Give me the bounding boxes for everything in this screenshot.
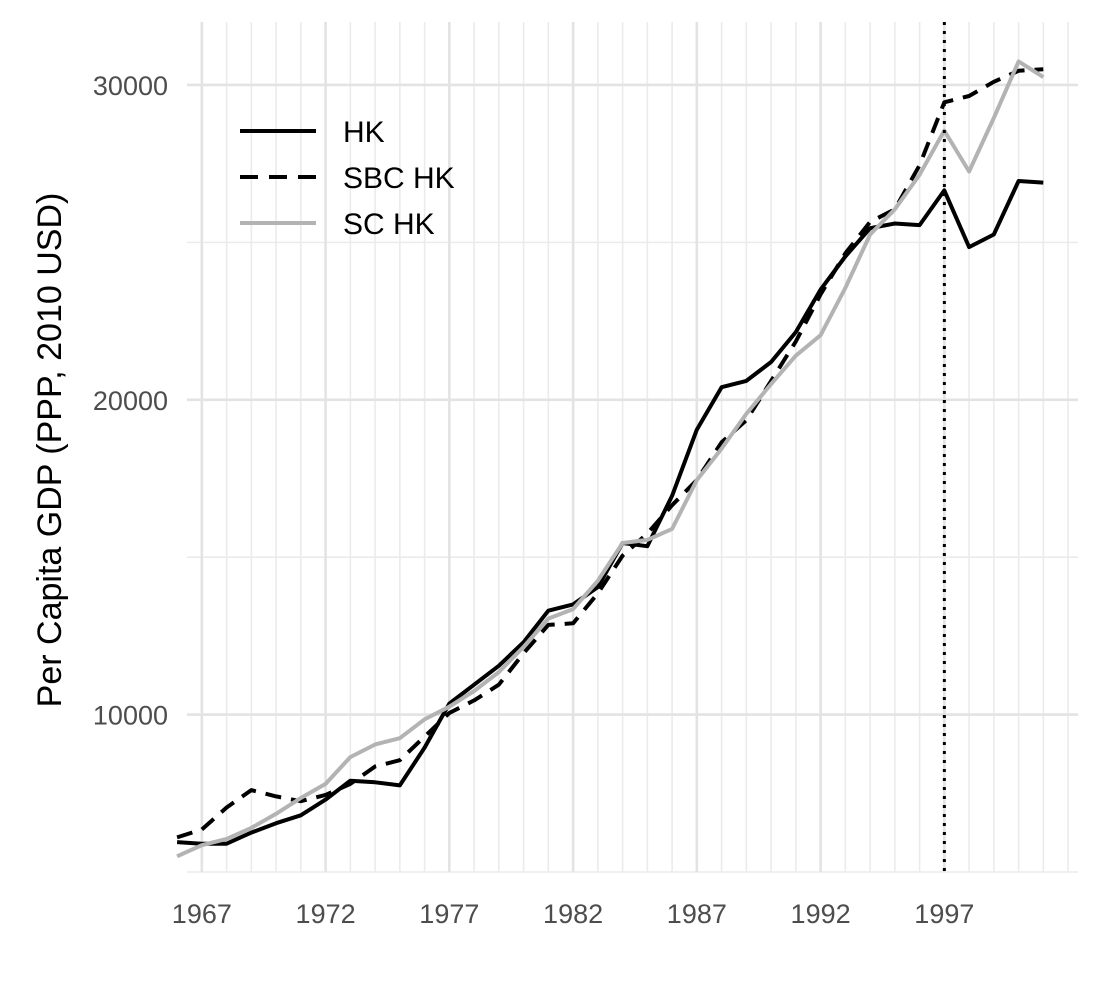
major-gridlines [187, 22, 1078, 872]
legend-label: SC HK [343, 208, 435, 241]
x-tick-label: 1987 [667, 899, 727, 929]
y-tick-label: 10000 [93, 701, 168, 731]
series-line-hk [176, 179, 1044, 846]
series-lines [176, 59, 1045, 859]
x-tick-label: 1967 [172, 899, 232, 929]
y-tick-label: 30000 [93, 71, 168, 101]
legend-label: SBC HK [343, 162, 455, 195]
x-axis-tick-labels: 1967 1972 1977 1982 1987 1992 1997 [172, 899, 975, 929]
legend: HK SBC HK SC HK [240, 116, 455, 241]
x-tick-label: 1982 [543, 899, 603, 929]
y-axis-title: Per Capita GDP (PPP, 2010 USD) [31, 193, 69, 708]
y-axis-tick-labels: 10000 20000 30000 [93, 71, 168, 731]
x-tick-label: 1992 [791, 899, 851, 929]
y-tick-label: 20000 [93, 386, 168, 416]
x-tick-label: 1997 [914, 899, 974, 929]
legend-label: HK [343, 116, 385, 149]
x-tick-label: 1977 [419, 899, 479, 929]
minor-gridlines [187, 22, 1078, 873]
x-tick-label: 1972 [296, 899, 356, 929]
series-line-sc-hk [176, 59, 1045, 859]
